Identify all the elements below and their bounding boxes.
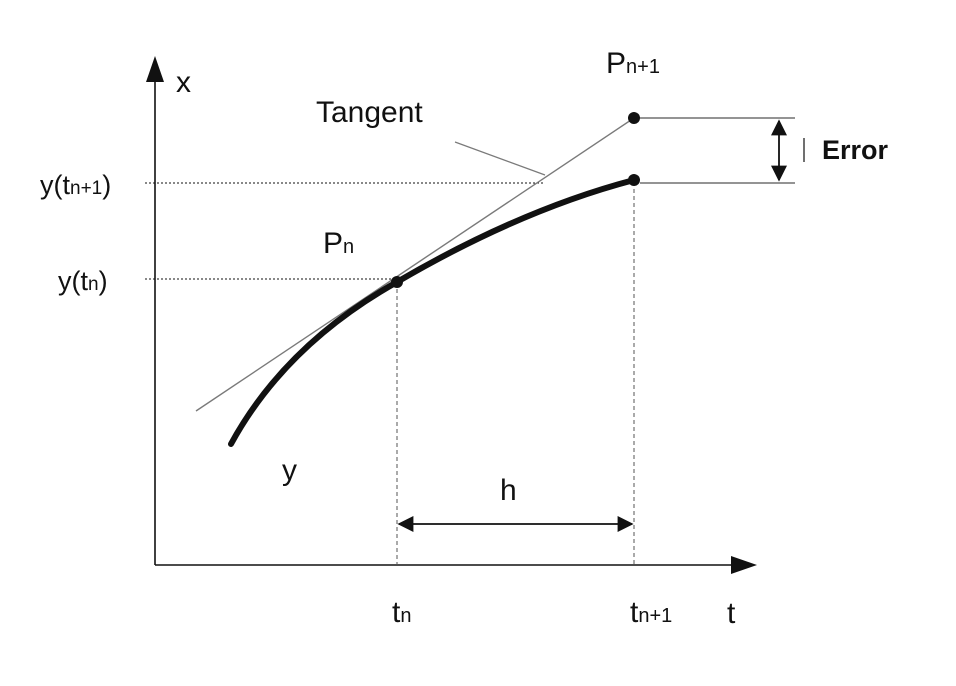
y-curr-label: y(tn) xyxy=(58,266,108,296)
point-p-next xyxy=(628,112,640,124)
p-curr-label: Pn xyxy=(323,227,354,260)
tangent-label: Tangent xyxy=(316,96,423,129)
p-next-label: Pn+1 xyxy=(606,47,660,80)
t-axis-label: t xyxy=(727,597,736,630)
x-axis-label: x xyxy=(176,66,191,99)
curve-label: y xyxy=(282,454,297,487)
point-y-next xyxy=(628,174,640,186)
t-next-label: tn+1 xyxy=(630,596,672,629)
t-axis-arrowhead xyxy=(731,556,757,574)
y-next-label: y(tn+1) xyxy=(40,170,111,200)
error-label: Error xyxy=(822,135,889,165)
tangent-line xyxy=(195,117,635,412)
step-label: h xyxy=(500,474,517,507)
point-p-curr xyxy=(391,276,403,288)
tangent-leader xyxy=(454,141,546,176)
t-curr-label: tn xyxy=(392,596,411,629)
solution-curve xyxy=(228,177,637,447)
x-axis-arrowhead xyxy=(146,56,164,82)
